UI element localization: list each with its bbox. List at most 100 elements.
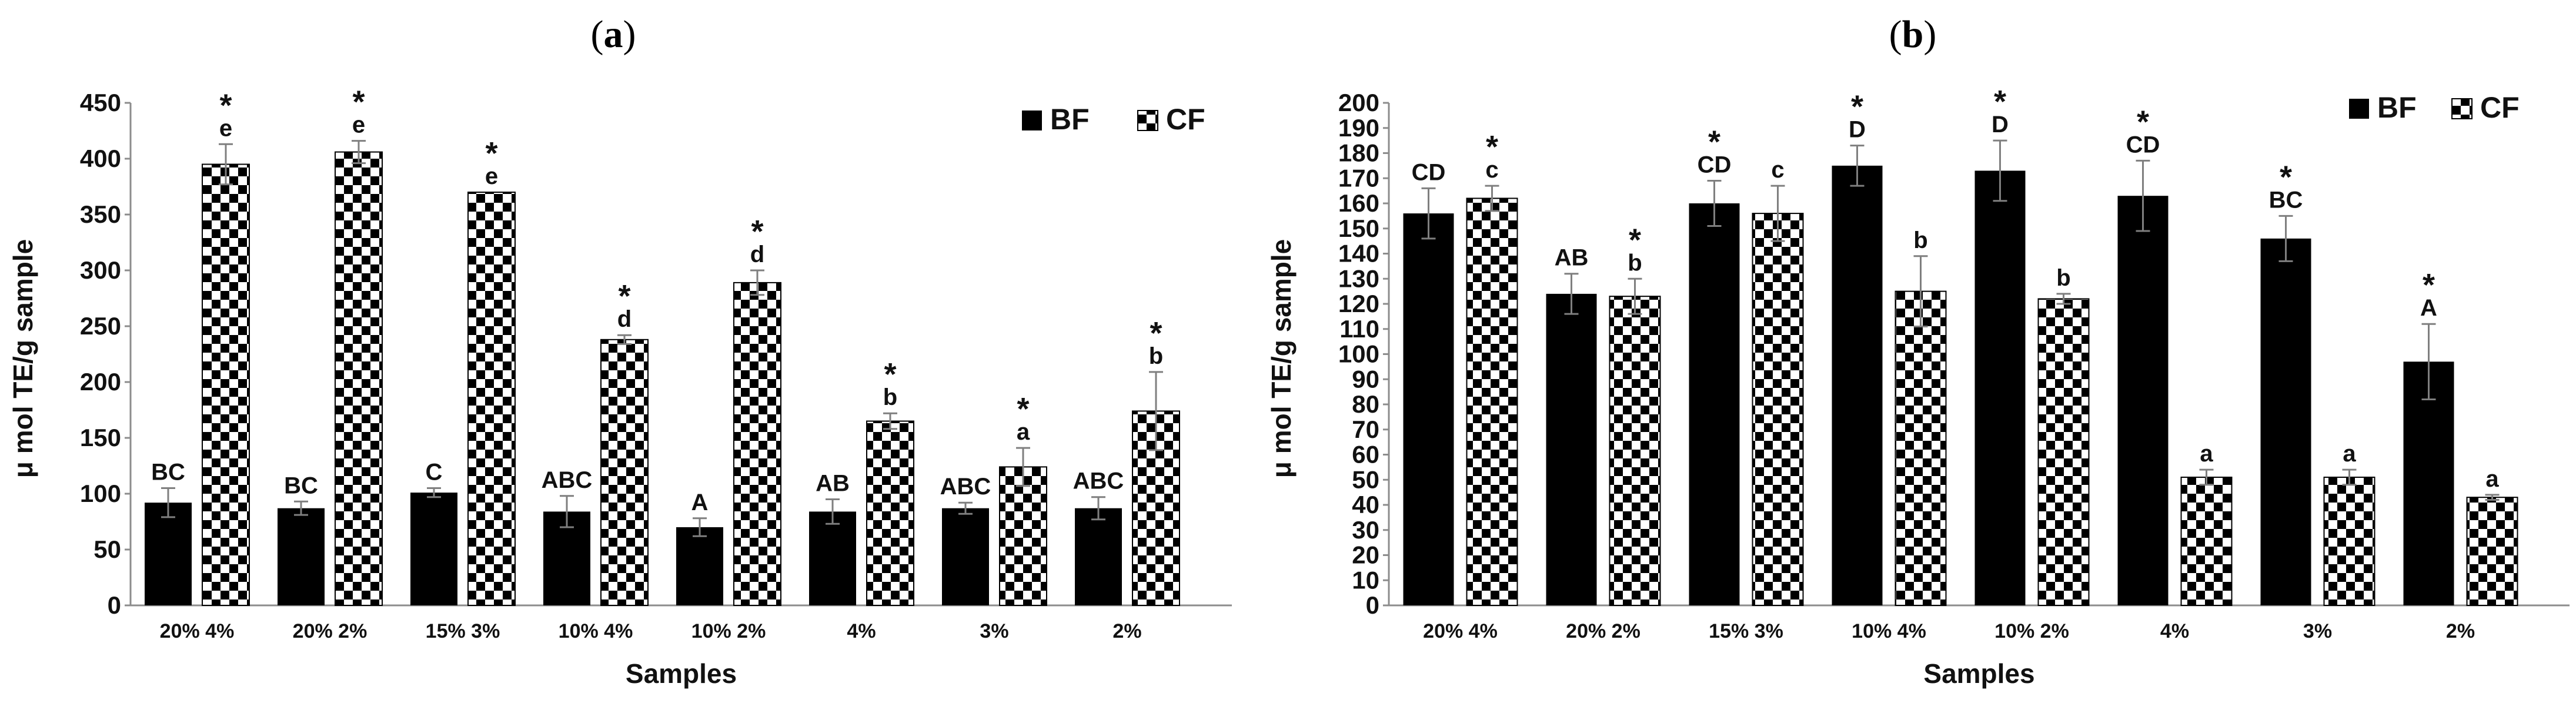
panel-b-y-tick-label: 200	[1338, 89, 1379, 116]
panel-a-bar-cf	[999, 466, 1047, 607]
panel-a-significance-letter: ABC	[542, 467, 593, 493]
panel-a-category-label: 3%	[980, 620, 1008, 642]
panel-b-significance-star: *	[2137, 104, 2149, 139]
panel-a-bar-cf	[335, 151, 383, 607]
panel-a-significance-star: *	[751, 214, 763, 249]
panel-a-bar-cf	[467, 192, 516, 606]
panel-a-significance-letter: d	[750, 242, 764, 267]
panel-a-chart: 0 50 100 150 200 250 300 350 400 450 μ mol TE/g sa…	[8, 85, 1232, 689]
panel-a-legend-label-bf: BF	[1050, 103, 1090, 136]
panel-a-y-tick-label: 400	[80, 145, 121, 172]
panel-a-y-tick-label: 450	[80, 89, 121, 116]
panel-b-y-tick-label: 140	[1338, 240, 1379, 267]
panel-a-legend-swatch-cf	[1137, 110, 1158, 131]
panel-a-significance-star: *	[352, 85, 365, 120]
panel-a-category-label: 10% 2%	[691, 620, 766, 642]
panel-a-y-tick-label: 250	[80, 312, 121, 340]
panel-b-significance-letter: c	[1771, 157, 1784, 183]
panel-b-y-tick-label: 40	[1352, 491, 1379, 518]
panel-b-y-tick-label: 90	[1352, 365, 1379, 393]
panel-b-significance-letter: a	[2343, 441, 2356, 467]
panel-a-y-tick-label: 200	[80, 368, 121, 396]
panel-b-bar-bf	[2260, 238, 2311, 606]
panel-b-title: (b)	[1889, 13, 1937, 56]
panel-a-significance-star: *	[1150, 316, 1162, 351]
panel-b-y-tick-label: 110	[1339, 315, 1379, 343]
panel-b-bar-bf	[1546, 293, 1597, 605]
panel-b-significance-star: *	[2423, 267, 2435, 303]
panel-a-y-tick-label: 50	[93, 535, 121, 563]
panel-a-significance-letter: AB	[816, 471, 850, 497]
panel-a-category-label: 20% 4%	[160, 620, 235, 642]
panel-a-x-axis-label: Samples	[626, 658, 737, 689]
panel-a-y-tick-label: 100	[80, 480, 121, 507]
panel-b-y-axis-label: μ mol TE/g sample	[1266, 239, 1297, 478]
panel-b-category-label: 2%	[2446, 620, 2475, 642]
panel-b-y-tick-label: 50	[1352, 465, 1379, 493]
panel-b-bar-cf	[2037, 298, 2090, 606]
panel-b-y-tick-label: 100	[1338, 340, 1379, 368]
panel-a-bar-bf	[145, 503, 192, 605]
panel-b-significance-letter: A	[2420, 295, 2437, 321]
panel-b-significance-letter: BC	[2269, 187, 2303, 213]
panel-a-significance-letter: A	[691, 490, 709, 515]
panel-b-legend-swatch-bf	[2349, 99, 2369, 119]
panel-a-significance-letter: a	[1017, 419, 1030, 445]
panel-a-significance-letter: e	[352, 112, 365, 138]
panel-b-y-tick-label: 160	[1338, 189, 1379, 217]
panel-b-bar-cf	[2180, 476, 2233, 606]
panel-a-category-label: 4%	[847, 620, 876, 642]
panel-b-bar-bf	[1689, 203, 1740, 605]
panel-b-y-tick-label: 30	[1352, 516, 1379, 544]
panel-b-significance-letter: a	[2200, 441, 2213, 467]
panel-b-y-tick-label: 130	[1338, 264, 1379, 292]
panel-a-bar-bf	[1075, 508, 1122, 605]
panel-b-bar-bf	[2403, 361, 2454, 605]
panel-b-bar-bf	[1403, 213, 1454, 606]
panel-a-letter: a	[604, 13, 623, 56]
panel-a-category-label: 15% 3%	[426, 620, 500, 642]
panel-a-y-tick-label: 300	[80, 256, 121, 284]
panel-a-significance-star: *	[485, 136, 497, 171]
panel-b-significance-star: *	[1486, 129, 1498, 165]
panel-a-category-label: 20% 2%	[293, 620, 367, 642]
panel-b-category-label: 3%	[2303, 620, 2332, 642]
panel-a-category-label: 10% 4%	[559, 620, 633, 642]
panel-a-significance-letter: e	[219, 115, 232, 141]
panel-b-bar-cf	[2323, 476, 2375, 606]
panel-b-x-axis-label: Samples	[1923, 658, 2034, 689]
panel-a-y-tick-label: 350	[80, 200, 121, 228]
panel-a-significance-star: *	[219, 88, 232, 123]
panel-b-significance-letter: CD	[2126, 132, 2160, 158]
panel-b-y-tick-label: 170	[1338, 164, 1379, 192]
panel-a-significance-letter: d	[617, 306, 632, 332]
panel-a-y-axis-label: μ mol TE/g sample	[8, 239, 38, 478]
panel-a-significance-letter: e	[485, 163, 498, 189]
panel-b-category-label: 10% 4%	[1852, 620, 1926, 642]
panel-b-significance-letter: D	[1992, 112, 2009, 138]
panel-a-significance-star: *	[884, 357, 896, 392]
panel-b-significance-letter: a	[2485, 466, 2499, 492]
panel-b-y-tick-label: 10	[1352, 566, 1379, 594]
panel-b-category-label: 20% 4%	[1423, 620, 1498, 642]
panel-a-significance-letter: C	[426, 460, 443, 485]
panel-b-category-label: 20% 2%	[1566, 620, 1641, 642]
panel-b-significance-star: *	[2280, 159, 2292, 195]
panel-b-y-tick-label: 120	[1338, 290, 1379, 317]
panel-b-significance-letter: AB	[1555, 245, 1589, 271]
panel-a-legend-label-cf: CF	[1166, 103, 1205, 136]
panel-b-chart: 0102030405060708090100110120130140150160…	[1266, 84, 2570, 689]
panel-a-bar-bf	[942, 508, 989, 605]
panel-a-title: (a)	[591, 13, 636, 56]
panel-b-bar-cf	[1895, 290, 1947, 606]
panel-b-y-tick-label: 150	[1338, 215, 1379, 242]
panel-b-significance-star: *	[1708, 125, 1720, 160]
panel-b-significance-star: *	[1851, 89, 1863, 125]
panel-a-bar-bf	[809, 511, 856, 605]
panel-a-y-tick-label: 0	[108, 591, 121, 619]
panel-b-bar-bf	[1974, 170, 2026, 605]
panel-b-letter: b	[1902, 13, 1924, 56]
panel-a-y-tick-label: 150	[80, 424, 121, 451]
panel-b-legend-label-bf: BF	[2377, 91, 2417, 124]
